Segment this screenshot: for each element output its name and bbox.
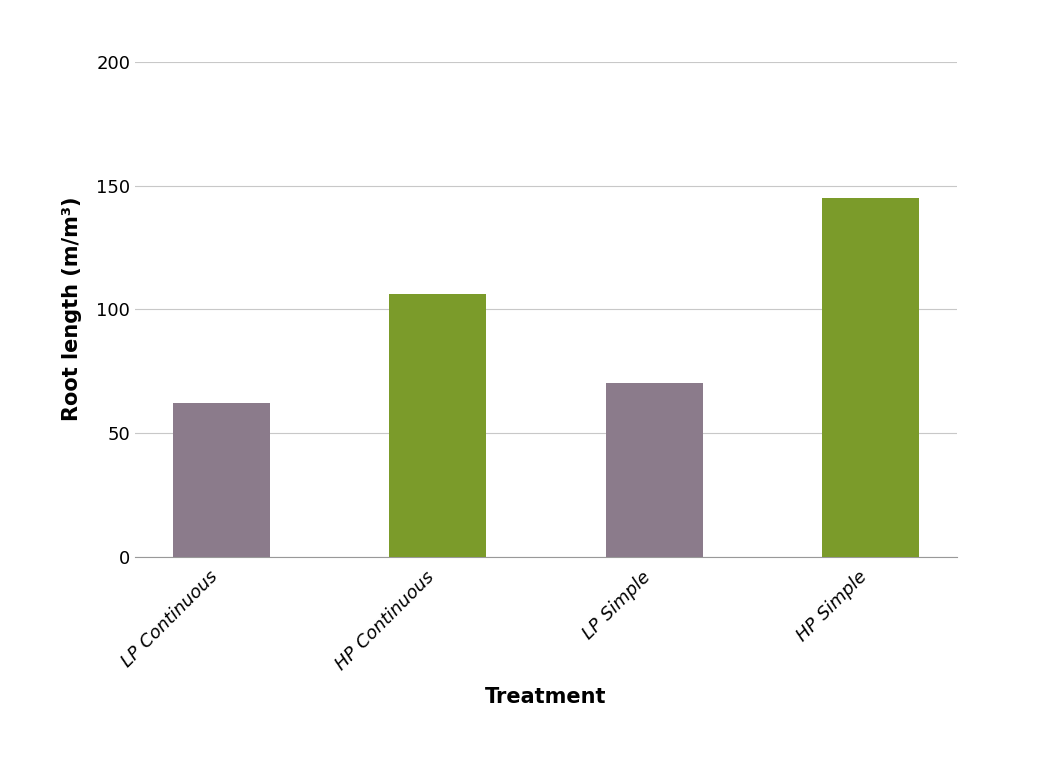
- Bar: [389, 295, 487, 557]
- Bar: [605, 383, 703, 557]
- X-axis label: Treatment: Treatment: [486, 687, 606, 707]
- Bar: [173, 404, 270, 557]
- Y-axis label: Root length (m/m³): Root length (m/m³): [62, 197, 82, 421]
- Bar: [822, 198, 919, 557]
